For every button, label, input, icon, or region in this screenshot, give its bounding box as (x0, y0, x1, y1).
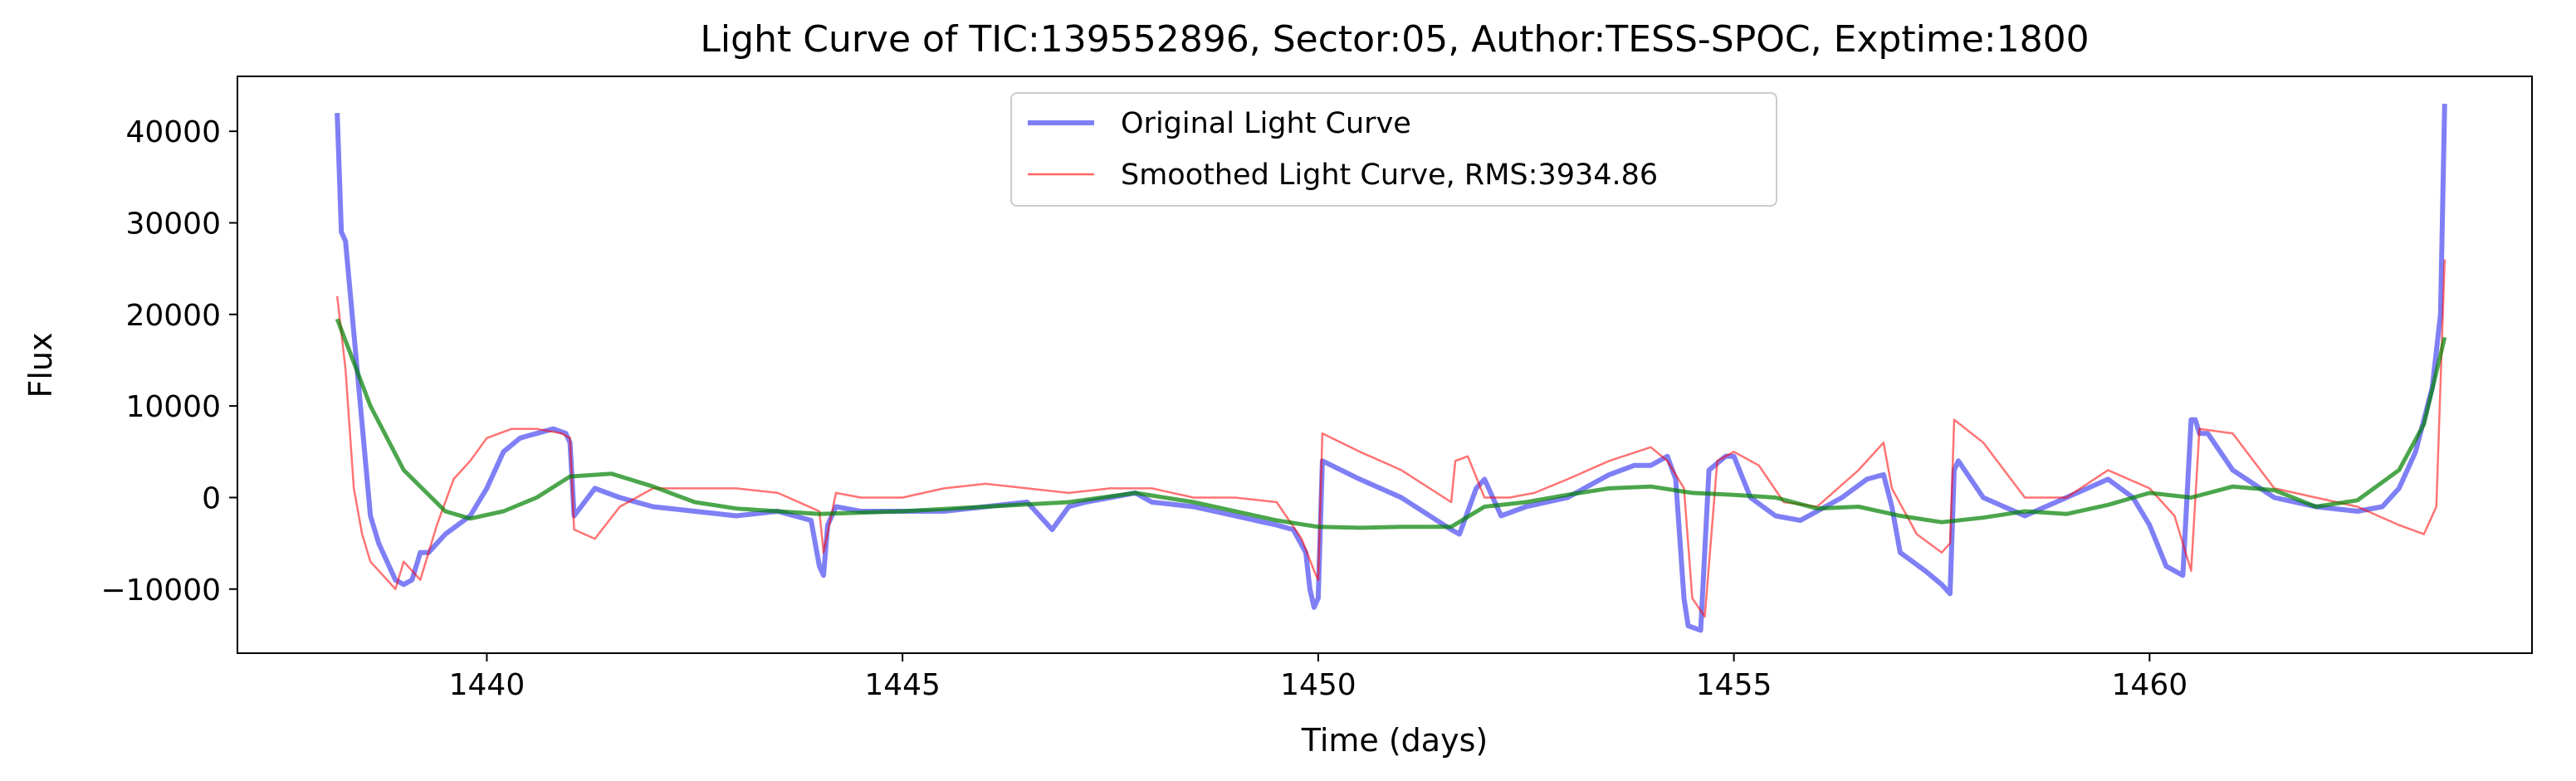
x-tick-label: 1455 (1696, 668, 1772, 702)
x-tick-label: 1450 (1280, 668, 1356, 702)
x-tick-label: 1440 (449, 668, 525, 702)
x-axis: 1440 1445 1450 1455 1460 (449, 653, 2188, 702)
y-axis-label: Flux (22, 333, 59, 398)
x-tick-label: 1460 (2112, 668, 2188, 702)
y-tick-label: 0 (202, 481, 221, 515)
plot-frame (237, 76, 2533, 654)
x-axis-label: Time (days) (1301, 722, 1488, 759)
legend-label-original: Original Light Curve (1121, 107, 1411, 140)
series-group (335, 104, 2447, 633)
y-tick-label: 30000 (125, 207, 221, 242)
chart-title: Light Curve of TIC:139552896, Sector:05,… (700, 18, 2089, 61)
legend: Original Light Curve Smoothed Light Curv… (1010, 92, 1777, 207)
series-line-trend (335, 318, 2447, 530)
y-tick-label: 20000 (125, 299, 221, 333)
legend-box (1010, 92, 1777, 207)
y-tick-label: −10000 (100, 574, 221, 608)
y-tick-label: 40000 (125, 115, 221, 149)
y-tick-label: 10000 (125, 390, 221, 424)
y-axis: −10000 0 10000 20000 30000 40000 (100, 115, 237, 608)
x-tick-label: 1445 (864, 668, 941, 702)
series-line-smoothed (335, 259, 2446, 618)
legend-label-smoothed: Smoothed Light Curve, RMS:3934.86 (1121, 159, 1658, 192)
